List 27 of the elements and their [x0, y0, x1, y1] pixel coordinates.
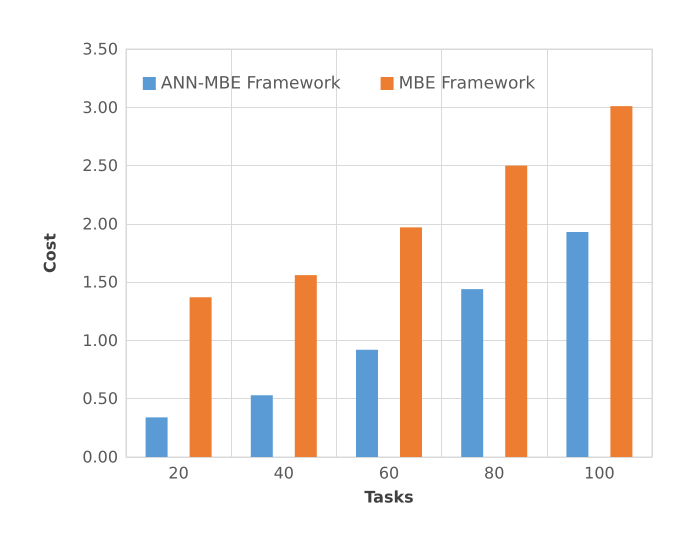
bar — [505, 166, 528, 457]
x-tick-label: 40 — [274, 464, 294, 482]
legend-label: ANN-MBE Framework — [160, 74, 341, 94]
bar — [190, 297, 212, 457]
x-axis-title: Tasks — [364, 488, 414, 506]
bar — [356, 350, 378, 457]
bar — [294, 275, 317, 457]
y-tick-label: 1.00 — [82, 330, 118, 350]
bar — [610, 106, 632, 457]
y-tick-label: 0.50 — [82, 389, 118, 408]
x-tick-label: 20 — [168, 464, 189, 482]
x-tick-label: 80 — [484, 464, 504, 482]
y-tick-label: 0.00 — [82, 448, 118, 466]
y-tick-label: 2.50 — [82, 156, 118, 176]
x-tick-label: 100 — [584, 464, 615, 482]
x-tick-label: 60 — [378, 464, 400, 482]
y-tick-label: 3.50 — [82, 40, 118, 58]
bar — [461, 289, 484, 457]
y-axis-title: Cost — [40, 232, 60, 273]
bar — [250, 395, 273, 457]
legend-label: MBE Framework — [398, 74, 536, 94]
y-tick-label: 1.50 — [82, 272, 118, 292]
bar — [566, 232, 588, 457]
bar — [146, 417, 168, 457]
y-tick-label: 2.00 — [82, 214, 118, 234]
y-tick-label: 3.00 — [82, 98, 118, 117]
bar — [400, 227, 422, 457]
